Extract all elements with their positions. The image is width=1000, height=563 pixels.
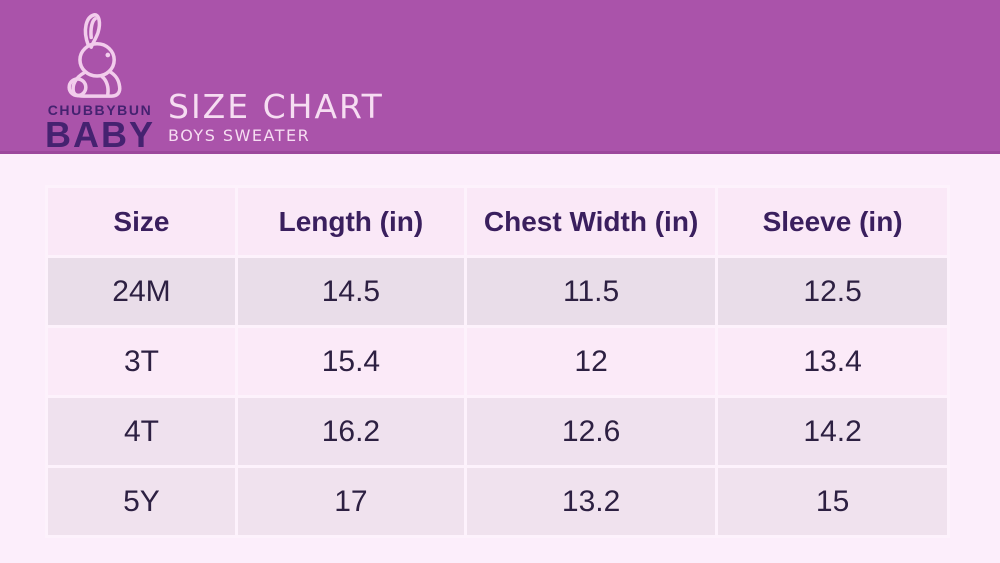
- table-cell: 5Y: [48, 468, 235, 535]
- table-cell: 24M: [48, 258, 235, 325]
- bunny-inner-ear: [89, 17, 97, 40]
- bunny-eye: [105, 52, 111, 58]
- brand-name-top: CHUBBYBUN: [47, 102, 153, 118]
- table-cell: 12.6: [466, 398, 716, 465]
- table-cell: 12: [466, 328, 716, 395]
- table-cell: 12.5: [718, 258, 947, 325]
- table-cell: 3T: [48, 328, 235, 395]
- column-header-length: Length (in): [237, 188, 464, 255]
- bunny-body: [71, 69, 122, 98]
- bunny-haunch: [100, 74, 110, 96]
- bunny-tail: [67, 77, 88, 98]
- table-cell: 13.4: [718, 328, 947, 395]
- column-header-size: Size: [48, 188, 235, 255]
- table-row: 4T 16.2 12.6 14.2: [48, 398, 947, 465]
- column-header-sleeve: Sleeve (in): [718, 188, 947, 255]
- size-chart-table: Size Length (in) Chest Width (in) Sleeve…: [45, 185, 950, 538]
- table-row: 24M 14.5 11.5 12.5: [48, 258, 947, 325]
- bunny-icon: [67, 13, 122, 98]
- table-cell: 15.4: [237, 328, 464, 395]
- bunny-head: [78, 41, 116, 78]
- table-row: 3T 15.4 12 13.4: [48, 328, 947, 395]
- table-header-row: Size Length (in) Chest Width (in) Sleeve…: [48, 188, 947, 255]
- table-cell: 14.2: [718, 398, 947, 465]
- table-cell: 15: [718, 468, 947, 535]
- page-title: SIZE CHART: [168, 87, 384, 126]
- brand-logo: CHUBBYBUN BABY: [45, 10, 156, 155]
- title-block: SIZE CHART BOYS SWEATER: [168, 87, 384, 145]
- table-cell: 16.2: [237, 398, 464, 465]
- bunny-ear: [83, 13, 102, 49]
- page-subtitle: BOYS SWEATER: [168, 125, 311, 145]
- brand-name: BABY: [45, 114, 156, 155]
- table-cell: 4T: [48, 398, 235, 465]
- table-row: 5Y 17 13.2 15: [48, 468, 947, 535]
- column-header-chest: Chest Width (in): [466, 188, 716, 255]
- table-cell: 17: [237, 468, 464, 535]
- table-cell: 13.2: [466, 468, 716, 535]
- table-cell: 11.5: [466, 258, 716, 325]
- table-cell: 14.5: [237, 258, 464, 325]
- header-band: CHUBBYBUN BABY SIZE CHART BOYS SWEATER: [0, 0, 1000, 154]
